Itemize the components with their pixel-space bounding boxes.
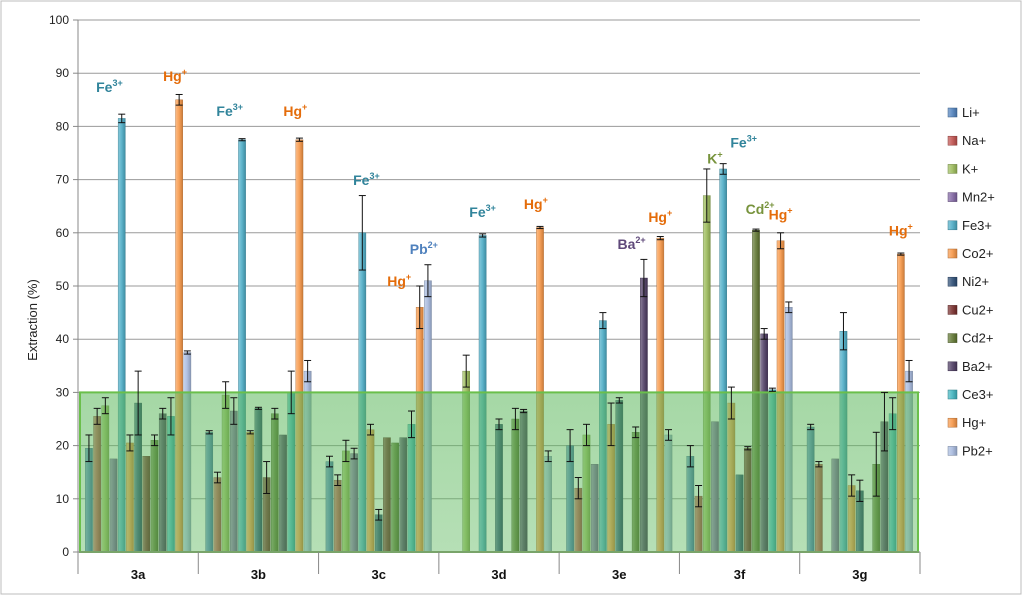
legend-swatch-mn2plus — [947, 192, 958, 202]
legend-label-liplus: Li+ — [962, 105, 980, 120]
y-tick-label: 50 — [56, 279, 70, 293]
annotation-hg-3c: Hg+ — [387, 272, 411, 289]
x-category-label: 3d — [491, 567, 506, 582]
y-tick-label: 10 — [56, 492, 70, 506]
annotation-fe-3c: Fe3+ — [353, 171, 380, 188]
annotation-fe-3d: Fe3+ — [469, 203, 496, 220]
legend: Li+ Na+ K+ Mn2+ Fe3+ Co2+ Ni2+ Cu2+ Cd2+ Ba2+ Ce3+… — [947, 105, 995, 458]
annotation-hg-3e: Hg+ — [648, 208, 672, 225]
legend-swatch-kplus — [947, 164, 958, 174]
legend-label-naplus: Na+ — [962, 133, 986, 148]
x-category-label: 3e — [612, 567, 626, 582]
annotation-hg-3g: Hg+ — [889, 221, 913, 238]
legend-swatch-hgplus — [947, 417, 958, 428]
y-tick-label: 80 — [56, 119, 70, 133]
legend-swatch-ce3plus — [947, 389, 958, 400]
threshold-band — [79, 391, 919, 553]
y-tick-label: 20 — [56, 439, 70, 453]
annotation-hg-3d: Hg+ — [524, 195, 548, 212]
annotation-pb-3c: Pb2+ — [410, 240, 438, 257]
y-tick-label: 100 — [49, 13, 69, 27]
legend-label-ni2plus: Ni2+ — [962, 274, 989, 289]
legend-label-cd2plus: Cd2+ — [962, 331, 993, 346]
legend-label-ce3plus: Ce3+ — [962, 387, 993, 402]
x-category-label: 3f — [734, 567, 746, 582]
legend-label-ba2plus: Ba2+ — [962, 359, 993, 374]
legend-swatch-liplus — [947, 107, 958, 118]
x-axis: 3a 3b 3c 3d 3e 3f 3g — [77, 551, 921, 582]
x-category-label: 3a — [131, 567, 146, 582]
annotation-hg-3f: Hg+ — [769, 206, 793, 223]
y-axis-title: Extraction (%) — [25, 279, 40, 361]
threshold-band-rect — [79, 391, 919, 553]
annotation-cd-3f: Cd2+ — [746, 200, 775, 217]
legend-swatch-pb2plus — [947, 446, 958, 456]
ion-annotations: Fe3+ Hg+Fe3+ Hg+Fe3+Hg+Pb2+Fe3+ Hg+Ba2+Hg+K… — [96, 67, 913, 289]
legend-swatch-ni2plus — [947, 276, 958, 287]
annotation-fe-3b: Fe3+ — [216, 102, 243, 119]
legend-swatch-cd2plus — [947, 333, 958, 343]
legend-label-cu2plus: Cu2+ — [962, 302, 993, 317]
x-category-label: 3b — [251, 567, 266, 582]
y-axis-ticks: 0 10 20 30 40 50 60 70 80 90 100 — [49, 13, 79, 559]
annotation-fe-3a: Fe3+ — [96, 78, 123, 95]
annotation-fe-3f: Fe3+ — [730, 134, 757, 151]
legend-swatch-co2plus — [947, 248, 958, 259]
legend-label-kplus: K+ — [962, 161, 978, 176]
legend-swatch-fe3plus — [947, 220, 958, 231]
legend-label-fe3plus: Fe3+ — [962, 218, 992, 233]
legend-label-hgplus: Hg+ — [962, 415, 986, 430]
x-category-label: 3c — [371, 567, 385, 582]
y-tick-label: 90 — [56, 66, 70, 80]
y-tick-label: 60 — [56, 226, 70, 240]
y-tick-label: 0 — [62, 545, 69, 559]
y-tick-label: 70 — [56, 173, 70, 187]
annotation-hg-3a: Hg+ — [163, 67, 187, 84]
legend-swatch-ba2plus — [947, 361, 958, 372]
legend-swatch-cu2plus — [947, 305, 958, 315]
annotation-k-3f: K+ — [707, 150, 722, 167]
y-tick-label: 30 — [56, 385, 70, 399]
annotation-hg-3b: Hg+ — [283, 102, 307, 119]
legend-label-mn2plus: Mn2+ — [962, 190, 995, 205]
legend-swatch-naplus — [947, 135, 958, 146]
legend-label-pb2plus: Pb2+ — [962, 443, 993, 458]
x-category-label: 3g — [852, 567, 867, 582]
annotation-ba-3e: Ba2+ — [617, 235, 645, 252]
legend-label-co2plus: Co2+ — [962, 246, 993, 261]
y-tick-label: 40 — [56, 332, 70, 346]
error-bars — [85, 93, 913, 521]
